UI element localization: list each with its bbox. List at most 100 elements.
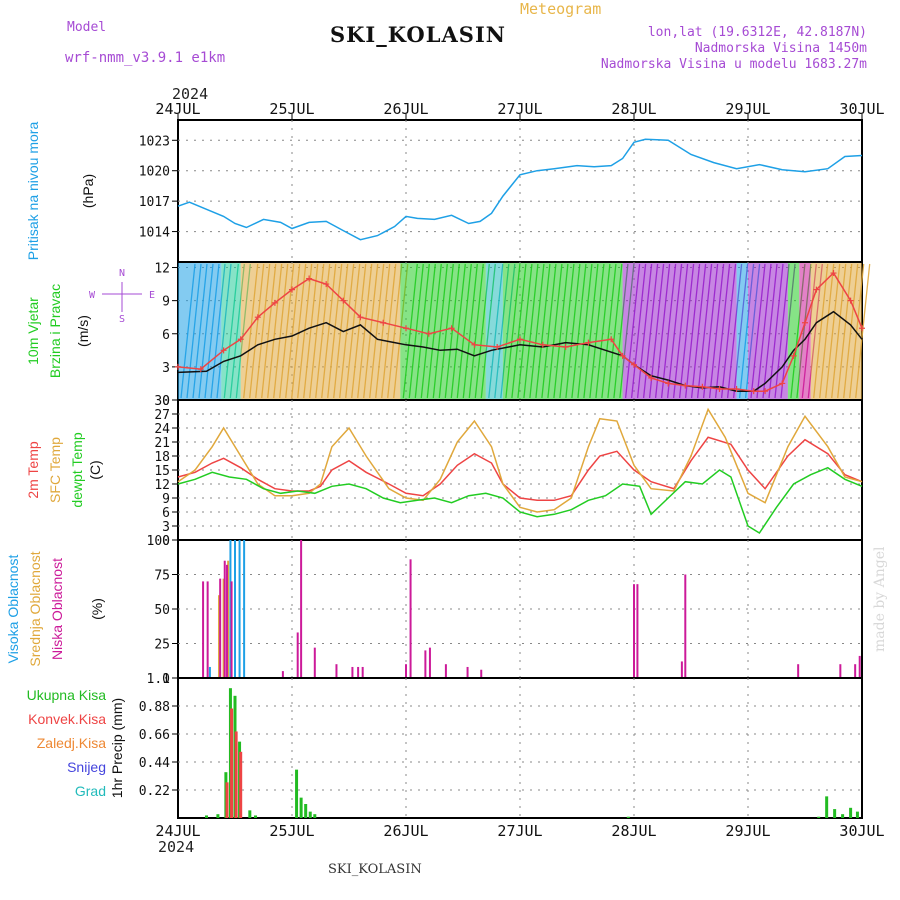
- wind-line-wind_speed: [177, 310, 863, 392]
- cloud-axis-label: Visoka Oblacnost: [5, 555, 21, 664]
- wind-gust-point: [323, 281, 330, 288]
- wind-barb-mark: [450, 263, 466, 399]
- wind-gust-point: [619, 352, 626, 359]
- temperature-tick-label: 30: [154, 394, 170, 409]
- cloud-bar: [444, 664, 447, 678]
- pressure-tick-label: 1020: [139, 165, 170, 180]
- wind-barb-mark: [192, 263, 208, 399]
- wind-barb-mark: [381, 263, 397, 399]
- cloud-bar: [357, 666, 360, 678]
- cloud-bar: [428, 647, 431, 678]
- wind-gust-point: [254, 314, 261, 321]
- cloud-bar: [636, 584, 639, 678]
- wind-barb-mark: [837, 263, 853, 399]
- temperature-tick-label: 24: [154, 422, 170, 437]
- wind-gust-point: [699, 383, 706, 390]
- wind-barb-mark: [583, 263, 599, 399]
- wind-gust-point: [859, 325, 865, 332]
- wind-barb-mark: [654, 263, 671, 399]
- wind-gust-point: [306, 275, 313, 282]
- wind-direction-band: [736, 263, 748, 399]
- cloud-bar: [797, 664, 800, 678]
- precipitation-bar: [225, 782, 229, 818]
- temperature-tick-label: 21: [154, 436, 170, 451]
- pressure-tick-label: 1017: [139, 195, 170, 210]
- precipitation-tick-label: 0.88: [139, 700, 170, 715]
- wind-gust-point: [403, 325, 409, 332]
- wind-barb-mark: [571, 263, 587, 399]
- wind-barb-mark: [756, 263, 772, 399]
- wind-gust-point: [289, 286, 295, 293]
- wind-gust-point: [750, 388, 757, 395]
- wind-direction-band: [787, 263, 800, 399]
- precipitation-bar: [626, 816, 630, 818]
- pressure-axis-label: Pritisak na nivou mora: [25, 122, 41, 261]
- wind-barb-mark: [762, 263, 778, 399]
- precipitation-bar: [817, 816, 821, 818]
- wind-gust-point: [585, 339, 592, 346]
- precip-legend-item: Zaledj.Kisa: [37, 735, 106, 751]
- precipitation-panel: [172, 677, 863, 819]
- wind-barb-mark: [321, 263, 337, 399]
- cloud-frame: [177, 539, 863, 679]
- wind-barb-mark: [708, 263, 725, 399]
- day-label-top: 26JUL: [383, 100, 428, 118]
- cloud-tick-label: 75: [154, 569, 170, 584]
- wind-gust-point: [237, 336, 244, 343]
- wind-barb-mark: [468, 263, 484, 399]
- compass-north: N: [119, 268, 125, 279]
- temperature-tick-label: 12: [154, 478, 170, 493]
- wind-barb-mark: [204, 263, 220, 399]
- day-label-bottom: 27JUL: [497, 822, 542, 840]
- wind-barb-mark: [636, 263, 653, 399]
- wind-barb-mark: [363, 263, 379, 399]
- precip-legend-item: Snijeg: [67, 759, 106, 775]
- wind-barb-mark: [303, 263, 319, 399]
- wind-barb-mark: [843, 263, 859, 399]
- pressure-tick-label: 1023: [139, 134, 170, 149]
- wind-gust-point: [790, 352, 797, 359]
- wind-gust-point: [762, 388, 769, 395]
- wind-tick-label: 9: [162, 295, 170, 310]
- cloud-bar: [424, 650, 427, 678]
- wind-barb-mark: [559, 263, 575, 399]
- precip-legend-item: Konvek.Kisa: [28, 711, 106, 727]
- wind-barb-mark: [255, 263, 271, 399]
- cloud-tick-label: 0: [162, 672, 170, 687]
- wind-barb-mark: [831, 263, 847, 399]
- wind-gust-point: [631, 361, 637, 368]
- cloud-bar: [238, 540, 241, 678]
- temperature-axis-label: dewpt Temp: [69, 432, 85, 507]
- temperature-line-SFC Temp: [177, 407, 863, 513]
- precipitation-bar: [855, 811, 859, 818]
- precipitation-bar: [230, 708, 234, 818]
- wind-barb-mark: [529, 263, 545, 399]
- precipitation-bar: [254, 815, 258, 818]
- cloud-bar: [226, 564, 229, 678]
- wind-barb-mark: [315, 263, 331, 399]
- wind-gust-point: [425, 330, 432, 337]
- temperature-frame: [177, 399, 863, 541]
- wind-gust-point: [357, 314, 364, 321]
- wind-tick-label: 0: [162, 394, 170, 409]
- cloud-bar: [230, 581, 233, 678]
- wind-barb-mark: [267, 263, 283, 399]
- cloud-axis-label: Srednja Oblacnost: [27, 551, 43, 666]
- wind-gust-point: [340, 297, 347, 304]
- wind-barb-mark: [505, 263, 521, 399]
- wind-barb-mark: [660, 263, 677, 399]
- wind-barb-mark: [511, 263, 527, 399]
- wind-gust-point: [471, 341, 478, 348]
- precipitation-bar: [234, 731, 238, 818]
- cloud-bar: [313, 647, 316, 678]
- wind-barb-mark: [678, 263, 695, 399]
- year-bottom: 2024: [158, 838, 195, 856]
- wind-barb-mark: [223, 263, 239, 399]
- cloud-tick-label: 100: [147, 534, 170, 549]
- wind-barb-mark: [279, 263, 295, 399]
- cloud-bar: [202, 581, 205, 678]
- precipitation-tick-label: 0.22: [139, 784, 170, 799]
- wind-gust-point: [562, 344, 569, 351]
- wind-direction-band: [799, 263, 811, 399]
- wind-barb-mark: [357, 263, 373, 399]
